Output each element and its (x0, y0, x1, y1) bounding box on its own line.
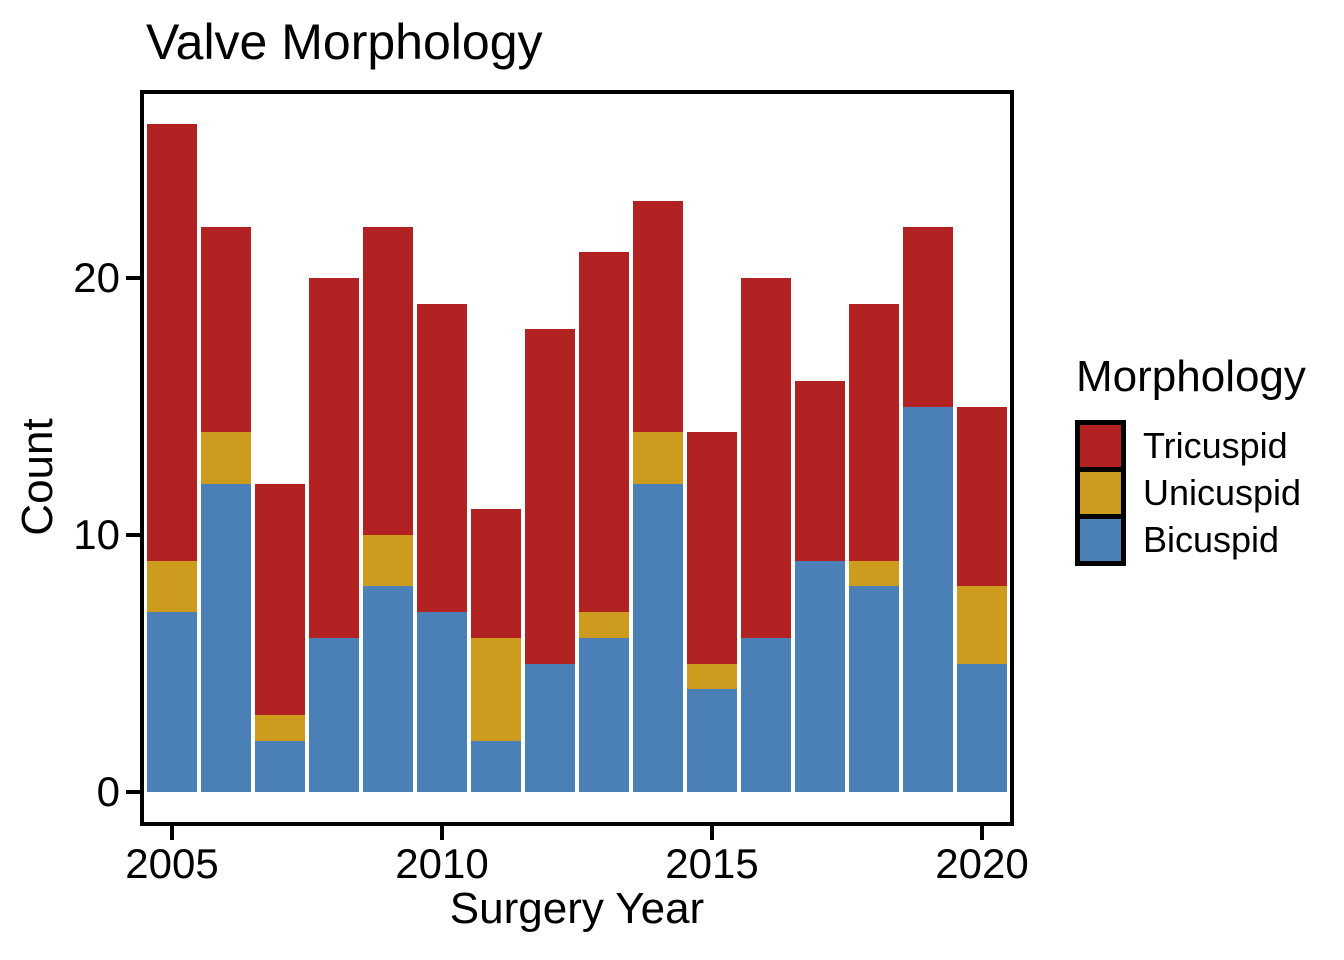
legend-swatch-unicuspid (1075, 466, 1126, 519)
bar-2019 (903, 226, 953, 792)
segment-tricuspid-2010 (417, 303, 467, 613)
y-tick-mark-20 (126, 276, 140, 280)
segment-unicuspid-2014 (633, 432, 683, 484)
chart-title: Valve Morphology (146, 14, 543, 70)
x-tick-label-2010: 2010 (395, 840, 489, 887)
segment-bicuspid-2011 (471, 740, 521, 792)
bar-2014 (633, 200, 683, 792)
segment-bicuspid-2014 (633, 483, 683, 792)
segment-tricuspid-2011 (471, 509, 521, 638)
segment-unicuspid-2011 (471, 637, 521, 741)
segment-unicuspid-2018 (849, 560, 899, 587)
segment-bicuspid-2016 (741, 637, 791, 792)
bar-2020 (957, 406, 1007, 792)
bar-2006 (201, 226, 251, 792)
segment-unicuspid-2015 (687, 663, 737, 690)
x-tick-mark-2020 (980, 826, 984, 840)
legend-label-bicuspid: Bicuspid (1143, 518, 1280, 560)
bar-2009 (363, 226, 413, 792)
segment-tricuspid-2020 (957, 406, 1007, 587)
segment-unicuspid-2009 (363, 535, 413, 587)
segment-tricuspid-2008 (309, 278, 359, 638)
segment-unicuspid-2005 (147, 560, 197, 613)
segment-bicuspid-2008 (309, 637, 359, 792)
legend-label-unicuspid: Unicuspid (1143, 471, 1302, 513)
y-tick-label-20: 20 (73, 254, 120, 301)
segment-unicuspid-2013 (579, 612, 629, 638)
bar-2007 (255, 483, 305, 792)
bar-2018 (849, 303, 899, 792)
segment-tricuspid-2007 (255, 483, 305, 715)
plot-panel (140, 90, 1014, 826)
segment-unicuspid-2007 (255, 714, 305, 741)
bar-2005 (147, 123, 197, 792)
x-tick-label-2005: 2005 (125, 840, 219, 887)
segment-bicuspid-2007 (255, 740, 305, 792)
x-tick-mark-2010 (440, 826, 444, 840)
segment-tricuspid-2018 (849, 303, 899, 561)
segment-tricuspid-2016 (741, 278, 791, 638)
y-tick-mark-0 (126, 790, 140, 794)
segment-bicuspid-2005 (147, 612, 197, 792)
legend-row-tricuspid: Tricuspid (1075, 419, 1335, 472)
bar-2008 (309, 278, 359, 792)
bar-2013 (579, 252, 629, 792)
x-tick-label-2015: 2015 (665, 840, 759, 887)
y-tick-mark-10 (126, 533, 140, 537)
segment-unicuspid-2006 (201, 432, 251, 484)
segment-bicuspid-2015 (687, 689, 737, 792)
segment-bicuspid-2006 (201, 483, 251, 792)
bar-2011 (471, 509, 521, 792)
segment-tricuspid-2017 (795, 380, 845, 561)
segment-tricuspid-2013 (579, 252, 629, 613)
segment-unicuspid-2020 (957, 586, 1007, 664)
x-axis-title: Surgery Year (449, 884, 705, 933)
legend-swatch-bicuspid (1075, 513, 1126, 566)
segment-bicuspid-2018 (849, 586, 899, 792)
segment-bicuspid-2020 (957, 663, 1007, 792)
bar-2012 (525, 329, 575, 792)
legend-swatch-tricuspid (1075, 419, 1126, 472)
segment-tricuspid-2005 (147, 123, 197, 561)
segment-bicuspid-2012 (525, 663, 575, 792)
legend: Morphology Tricuspid Unicuspid Bicuspid (1075, 352, 1335, 566)
segment-bicuspid-2010 (417, 612, 467, 792)
segment-bicuspid-2019 (903, 406, 953, 792)
x-tick-label-2020: 2020 (935, 840, 1029, 887)
bar-2015 (687, 432, 737, 792)
segment-tricuspid-2012 (525, 329, 575, 664)
segment-bicuspid-2017 (795, 560, 845, 792)
legend-label-tricuspid: Tricuspid (1143, 424, 1288, 466)
legend-row-bicuspid: Bicuspid (1075, 513, 1335, 566)
segment-tricuspid-2009 (363, 226, 413, 536)
y-tick-label-10: 10 (73, 511, 120, 558)
y-tick-label-0: 0 (96, 768, 120, 815)
legend-title: Morphology (1076, 352, 1306, 401)
bar-2016 (741, 278, 791, 792)
segment-tricuspid-2006 (201, 226, 251, 433)
bar-2010 (417, 303, 467, 792)
segment-bicuspid-2009 (363, 586, 413, 792)
segment-tricuspid-2019 (903, 226, 953, 407)
segment-tricuspid-2015 (687, 432, 737, 664)
legend-row-unicuspid: Unicuspid (1075, 466, 1335, 519)
segment-bicuspid-2013 (579, 637, 629, 792)
x-tick-mark-2005 (170, 826, 174, 840)
x-tick-mark-2015 (710, 826, 714, 840)
segment-tricuspid-2014 (633, 200, 683, 433)
legend-rows: Tricuspid Unicuspid Bicuspid (1075, 419, 1335, 566)
bar-2017 (795, 380, 845, 792)
